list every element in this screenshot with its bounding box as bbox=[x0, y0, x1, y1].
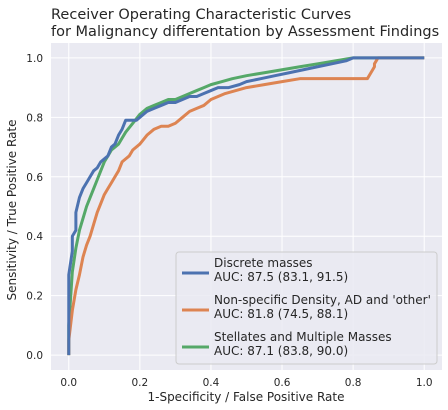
legend-entry-auc: AUC: 87.1 (83.8, 90.0) bbox=[214, 344, 348, 358]
y-axis-label: Sensitivity / True Positive Rate bbox=[5, 119, 19, 300]
x-tick-label: 0.8 bbox=[345, 377, 362, 389]
roc-curve-series-1 bbox=[67, 56, 425, 356]
chart-title-line-1: Receiver Operating Characteristic Curves bbox=[51, 7, 351, 23]
legend-entry-auc: AUC: 81.8 (74.5, 88.1) bbox=[214, 307, 348, 321]
legend-entry-name: Stellates and Multiple Masses bbox=[214, 330, 392, 344]
y-axis-ticks: 0.0 0.2 0.4 0.6 0.8 1.0 bbox=[26, 53, 43, 362]
x-axis-ticks: 0.0 0.2 0.4 0.6 0.8 1.0 bbox=[60, 377, 432, 389]
x-tick-label: 0.6 bbox=[274, 377, 291, 389]
legend-entry-name: Discrete masses bbox=[214, 256, 313, 270]
y-tick-label: 0.4 bbox=[26, 231, 43, 243]
chart-title-line-2: for Malignancy differentation by Assessm… bbox=[51, 24, 439, 40]
legend-box bbox=[175, 251, 438, 365]
y-tick-label: 1.0 bbox=[26, 53, 43, 65]
x-tick-label: 1.0 bbox=[416, 377, 433, 389]
series-layer bbox=[67, 56, 425, 356]
x-tick-label: 0.2 bbox=[132, 377, 149, 389]
y-tick-label: 0.2 bbox=[26, 291, 43, 303]
y-tick-label: 0.6 bbox=[26, 172, 43, 184]
legend-entry-auc: AUC: 87.5 (83.1, 91.5) bbox=[214, 270, 348, 284]
x-tick-label: 0.0 bbox=[60, 377, 77, 389]
x-axis-label: 1-Specificity / False Positive Rate bbox=[147, 390, 344, 404]
roc-curve-series-2 bbox=[67, 56, 425, 356]
legend-entry-name: Non-specific Density, AD and 'other' bbox=[214, 293, 431, 307]
y-tick-label: 0.0 bbox=[26, 350, 43, 362]
y-tick-label: 0.8 bbox=[26, 112, 43, 124]
x-tick-label: 0.4 bbox=[203, 377, 220, 389]
roc-curve-series-3 bbox=[67, 56, 425, 356]
